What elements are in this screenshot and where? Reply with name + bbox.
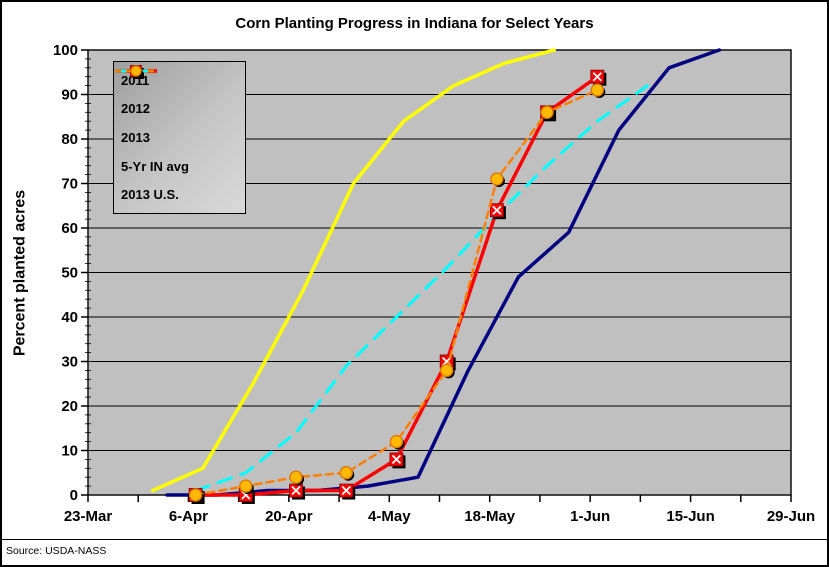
y-tick-label: 80 [61, 131, 78, 148]
series-2013-u-s- [188, 83, 606, 503]
source-note: Source: USDA-NASS [6, 545, 107, 557]
x-tick-label: 1-Jun [570, 508, 610, 525]
series-2011 [165, 48, 722, 497]
legend-swatch [115, 65, 157, 78]
y-tick-label: 70 [61, 176, 78, 193]
y-tick-label: 10 [61, 443, 78, 460]
source-divider [2, 539, 827, 540]
legend-entry-2013: 2013 [114, 65, 245, 145]
chart-title: Corn Planting Progress in Indiana for Se… [235, 15, 594, 32]
x-tick-label: 18-May [464, 508, 516, 525]
y-tick-label: 20 [61, 398, 78, 415]
y-axis-title: Percent planted acres [11, 189, 29, 357]
y-tick-label: 30 [61, 354, 78, 371]
x-tick-label: 4-May [368, 508, 411, 525]
y-tick-label: 90 [61, 87, 78, 104]
legend-entry-2012: 2012 [114, 69, 245, 117]
x-axis: 23-Mar 6-Apr 20-Apr 4-May 18-May 1-Jun 15-Jun 2… [64, 495, 815, 525]
legend-label: 2013 U.S. [121, 187, 179, 203]
legend-label: 2012 [121, 101, 150, 117]
legend-label: 2013 [121, 129, 150, 145]
x-tick-label: 23-Mar [64, 508, 113, 525]
y-axis: 0 10 20 30 40 50 60 70 80 90 100 [53, 42, 91, 504]
x-tick-label: 6-Apr [169, 508, 208, 525]
x-tick-label: 20-Apr [265, 508, 313, 525]
series-2012 [150, 48, 557, 493]
y-tick-label: 0 [70, 487, 78, 504]
x-tick-label: 15-Jun [666, 508, 714, 525]
x-tick-label: 29-Jun [767, 508, 815, 525]
legend-label: 5-Yr IN avg [121, 158, 189, 174]
legend-entry-2013-u-s-: 2013 U.S. [114, 65, 245, 203]
y-tick-label: 40 [61, 309, 78, 326]
y-tick-label: 100 [53, 42, 78, 59]
series-5-yr-in-avg [194, 84, 650, 493]
legend: 2011 2012 2013 5-Yr IN avg 2013 U.S. [113, 61, 246, 214]
y-tick-label: 50 [61, 265, 78, 282]
legend-entry-5-yr-in-avg: 5-Yr IN avg [114, 69, 245, 174]
y-tick-label: 60 [61, 220, 78, 237]
